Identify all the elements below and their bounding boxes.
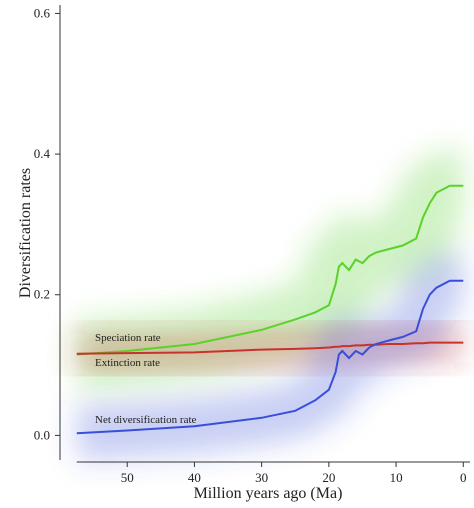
x-tick-label: 10 xyxy=(390,470,403,485)
x-tick-label: 0 xyxy=(460,470,467,485)
x-tick-label: 20 xyxy=(322,470,335,485)
confidence-bands xyxy=(74,150,467,461)
y-tick-label: 0.2 xyxy=(34,287,50,302)
y-tick-label: 0.6 xyxy=(34,5,51,20)
x-tick-label: 50 xyxy=(121,470,134,485)
rate-line xyxy=(76,184,464,356)
x-tick-label: 40 xyxy=(188,470,201,485)
line-annotation: Extinction rate xyxy=(95,357,160,369)
line-annotation: Net diversification rate xyxy=(95,414,197,426)
x-tick-label: 30 xyxy=(255,470,268,485)
y-axis-label: Diversification rates xyxy=(17,168,34,298)
rate-line xyxy=(76,341,464,355)
y-tick-label: 0.0 xyxy=(34,427,50,442)
y-tick-label: 0.4 xyxy=(34,146,51,161)
line-annotation: Speciation rate xyxy=(95,332,161,344)
x-axis-label: Million years ago (Ma) xyxy=(194,485,343,502)
rate-line xyxy=(76,279,464,435)
